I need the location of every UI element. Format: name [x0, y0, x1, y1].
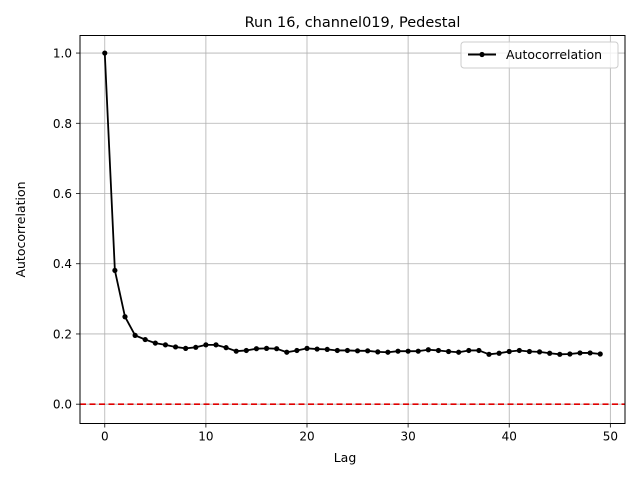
- data-point: [516, 347, 522, 354]
- data-point: [324, 346, 330, 353]
- x-axis-label: Lag: [334, 450, 357, 465]
- data-point: [385, 349, 391, 355]
- y-tick-label: 1.0: [53, 47, 72, 61]
- data-point: [344, 347, 351, 354]
- y-tick-label: 0.8: [53, 117, 72, 131]
- data-point: [213, 342, 219, 348]
- data-point: [243, 347, 249, 354]
- axis-ticks: 0 10 20 30 40 50 0.0 0.2 0.4 0.6 0.8 1.0: [53, 47, 618, 444]
- data-point: [506, 348, 512, 355]
- data-point: [547, 350, 553, 356]
- data-point: [415, 348, 421, 354]
- data-point: [354, 348, 361, 354]
- data-point: [122, 314, 128, 320]
- data-point: [445, 348, 452, 355]
- chart-title: Run 16, channel019, Pedestal: [245, 15, 461, 31]
- data-point: [395, 348, 401, 354]
- data-point: [405, 348, 411, 354]
- data-point: [274, 346, 280, 352]
- x-tick-label: 0: [101, 430, 109, 444]
- data-point: [152, 340, 158, 346]
- data-point: [263, 345, 270, 351]
- data-point: [587, 350, 593, 356]
- data-point: [577, 350, 583, 356]
- data-point: [557, 351, 563, 357]
- data-point: [476, 347, 482, 354]
- x-tick-label: 20: [299, 430, 314, 444]
- data-point: [172, 344, 179, 350]
- data-point: [456, 349, 462, 355]
- data-point: [486, 351, 492, 357]
- data-point: [526, 348, 533, 355]
- y-tick-label: 0.2: [53, 327, 72, 341]
- data-point: [597, 351, 603, 357]
- data-point: [284, 349, 290, 355]
- y-tick-label: 0.4: [53, 257, 72, 271]
- data-point: [294, 347, 300, 354]
- data-point: [112, 267, 118, 274]
- series-autocorrelation: [102, 50, 603, 357]
- y-tick-label: 0.0: [53, 398, 72, 412]
- data-point: [162, 342, 169, 348]
- data-point: [183, 345, 189, 351]
- data-point: [365, 348, 371, 354]
- data-point: [425, 347, 431, 353]
- legend-marker-swatch: [479, 51, 485, 58]
- data-point: [314, 346, 320, 352]
- data-point: [435, 347, 442, 354]
- data-point: [142, 336, 148, 343]
- data-point: [496, 350, 502, 356]
- data-point: [102, 50, 108, 56]
- data-point: [223, 345, 229, 351]
- data-point: [536, 349, 543, 355]
- y-tick-label: 0.6: [53, 187, 72, 201]
- y-axis-label: Autocorrelation: [13, 181, 28, 277]
- data-point: [253, 346, 260, 352]
- x-tick-label: 30: [400, 430, 415, 444]
- data-point: [334, 347, 340, 354]
- x-tick-label: 10: [198, 430, 213, 444]
- legend-box: [460, 41, 619, 69]
- data-point: [375, 349, 381, 355]
- axes-frame: [79, 35, 626, 424]
- data-point: [466, 347, 472, 354]
- data-point: [233, 348, 239, 354]
- data-point: [304, 345, 310, 351]
- data-point: [203, 342, 209, 348]
- legend: Autocorrelation: [460, 41, 619, 69]
- data-point: [132, 332, 138, 338]
- data-point: [193, 344, 199, 350]
- data-point: [567, 351, 573, 357]
- legend-label: Autocorrelation: [506, 47, 602, 62]
- x-tick-label: 50: [603, 430, 618, 444]
- x-tick-label: 40: [502, 430, 517, 444]
